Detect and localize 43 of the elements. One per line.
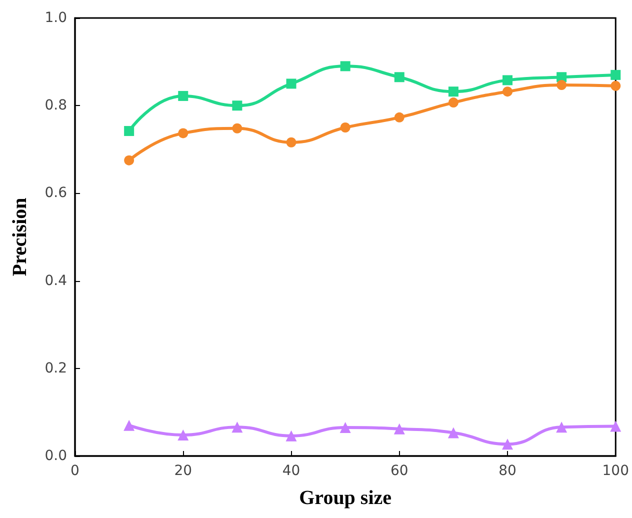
point (448, 86, 458, 97)
point (286, 137, 296, 148)
point (556, 80, 567, 90)
point (394, 112, 404, 122)
x-tick-label: 0 (70, 463, 80, 479)
point (232, 100, 242, 111)
x-tick-label: 100 (602, 463, 630, 479)
y-tick-label: 0.6 (44, 185, 68, 202)
x-tick-label: 40 (282, 463, 300, 479)
y-tick-label: 0.8 (44, 98, 67, 114)
x-tick-label: 20 (174, 463, 192, 479)
point (124, 420, 135, 431)
point (286, 78, 296, 89)
point (232, 422, 243, 433)
point (232, 123, 242, 134)
point (178, 90, 188, 101)
point (448, 427, 459, 438)
point (502, 86, 513, 97)
point (556, 422, 568, 433)
point (394, 72, 404, 82)
point (124, 155, 134, 166)
x-tick-label: 80 (498, 463, 516, 479)
x-tick-label: 60 (390, 463, 408, 479)
point (610, 420, 622, 432)
y-tick-label: 1.0 (44, 10, 67, 26)
point (448, 98, 458, 108)
point (610, 70, 621, 80)
x-axis-title: Group size (299, 487, 392, 509)
point (502, 438, 514, 450)
y-tick-label: 0.4 (44, 272, 68, 289)
point (394, 423, 405, 434)
point (124, 126, 134, 136)
y-axis-title: Precision (9, 198, 31, 276)
point (340, 61, 350, 72)
point (286, 430, 297, 442)
point (502, 75, 513, 86)
y-tick-label: 0.2 (44, 360, 67, 376)
y-tick-label: 0.0 (44, 448, 67, 464)
point (610, 80, 621, 91)
point (178, 128, 188, 138)
point (178, 429, 189, 440)
point (340, 422, 351, 434)
point (340, 122, 350, 132)
